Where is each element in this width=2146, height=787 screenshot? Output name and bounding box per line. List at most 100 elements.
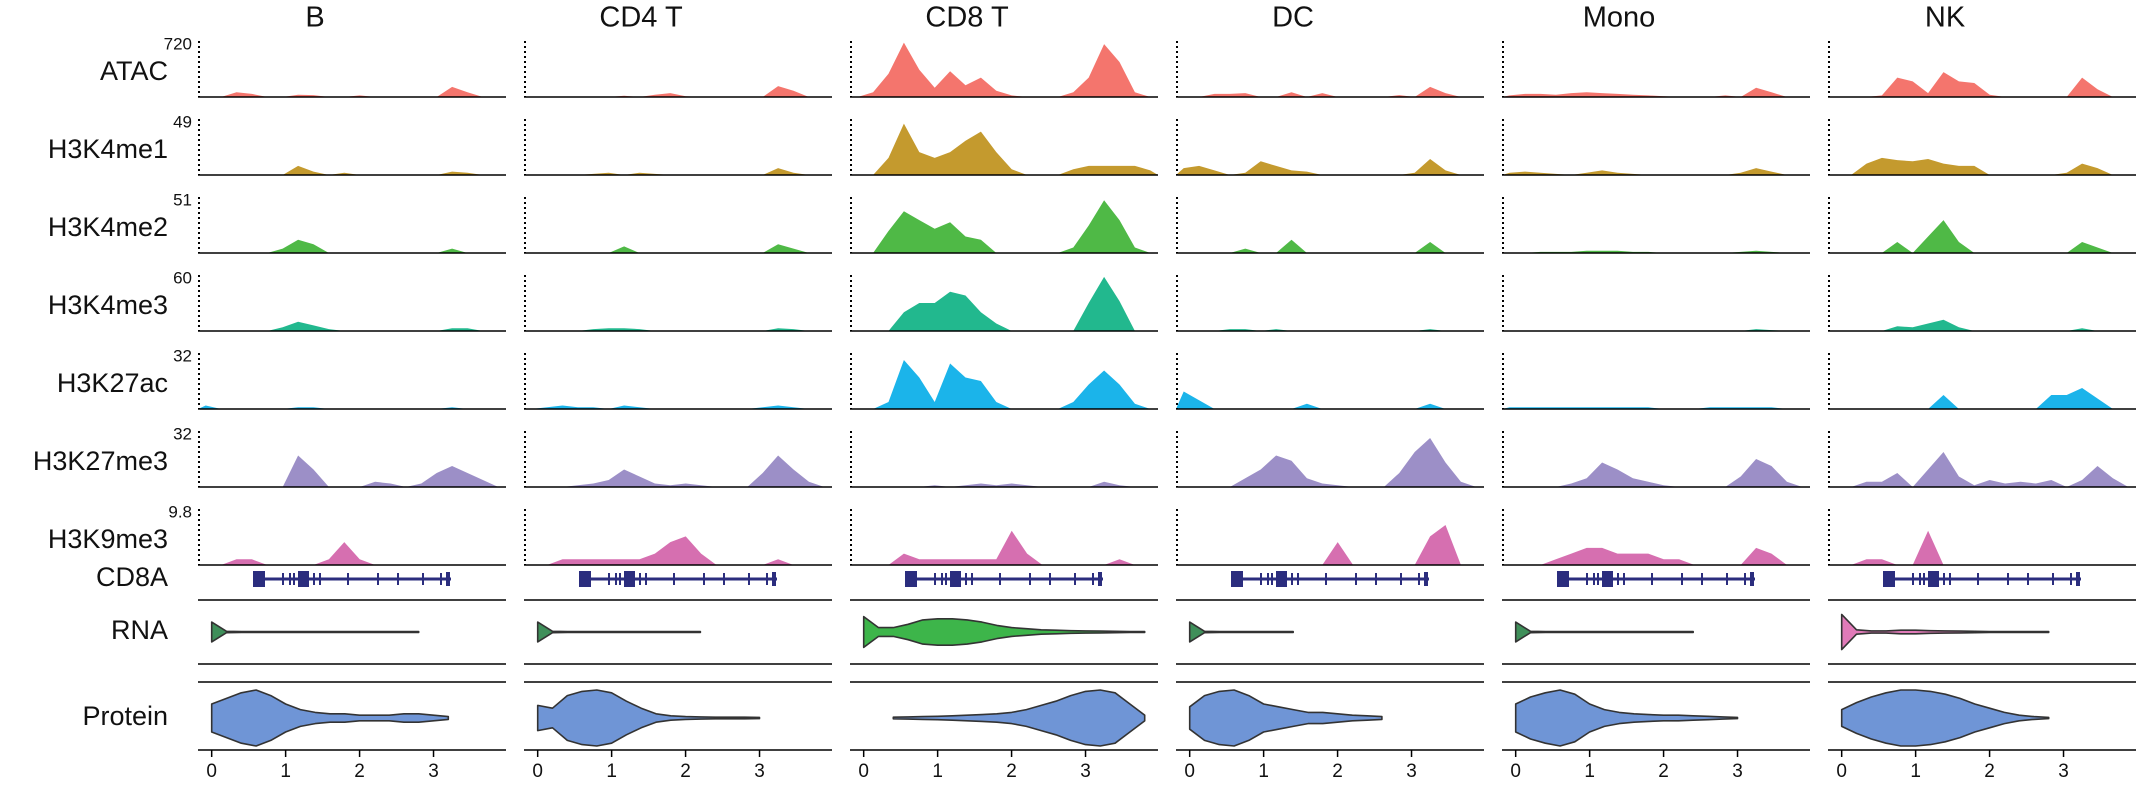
x-tick-label: 2 [354, 761, 365, 782]
violin-upper [210, 621, 420, 633]
x-tick-label: 2 [1332, 761, 1343, 782]
gene-exon [1098, 572, 1102, 586]
coverage-area [198, 239, 506, 253]
x-tick-label: 3 [1080, 761, 1091, 782]
coverage-area [850, 530, 1158, 565]
x-tick-label: 1 [932, 761, 943, 782]
coverage-area [850, 360, 1158, 409]
track-label: H3K27ac [57, 368, 168, 398]
x-tick-label: 3 [754, 761, 765, 782]
coverage-area [1502, 168, 1810, 175]
gene-exon [298, 571, 309, 587]
column-title: DC [1272, 2, 1314, 34]
track-label: H3K9me3 [48, 524, 168, 554]
track-max-label: 49 [173, 112, 192, 131]
gene-exon [624, 571, 635, 587]
coverage-area [524, 86, 832, 97]
violin-label: Protein [82, 701, 168, 731]
gene-exon [1276, 571, 1287, 587]
violin-upper [1840, 613, 2050, 633]
track-label: H3K4me2 [48, 212, 168, 242]
coverage-area [1176, 159, 1484, 175]
coverage-area [524, 455, 832, 487]
violin-lower [1514, 631, 1694, 643]
violin-lower [1188, 718, 1383, 747]
coverage-area [1502, 547, 1810, 565]
track-label: ATAC [100, 56, 168, 86]
x-tick-label: 1 [1258, 761, 1269, 782]
violin-lower [536, 631, 702, 643]
violin-lower [892, 718, 1146, 747]
x-tick-label: 1 [1910, 761, 1921, 782]
gene-exon [905, 571, 917, 587]
column-title: NK [1925, 2, 1966, 34]
coverage-area [1502, 87, 1810, 97]
gene-exon [1231, 571, 1243, 587]
gene-exon [253, 571, 265, 587]
gene-exon [2076, 572, 2080, 586]
track-label: H3K4me3 [48, 290, 168, 320]
coverage-area [1828, 157, 2136, 175]
gene-exon [1750, 572, 1754, 586]
coverage-area [1176, 438, 1484, 487]
violin-upper [1514, 689, 1739, 719]
track-max-label: 32 [173, 346, 192, 365]
track-max-label: 60 [173, 268, 192, 287]
gene-exon [579, 571, 591, 587]
x-tick-label: 1 [606, 761, 617, 782]
track-label: H3K27me3 [33, 446, 168, 476]
violin-upper [210, 689, 450, 718]
coverage-area [198, 321, 506, 331]
coverage-area [1828, 72, 2136, 97]
coverage-area [1176, 525, 1484, 565]
gene-exon [1424, 572, 1428, 586]
column-title: Mono [1583, 2, 1656, 34]
track-label: H3K4me1 [48, 134, 168, 164]
x-tick-label: 2 [1984, 761, 1995, 782]
gene-exon [446, 572, 450, 586]
violin-lower [862, 631, 1146, 649]
x-tick-label: 2 [1006, 761, 1017, 782]
violin-upper [536, 689, 761, 719]
coverage-area [1828, 220, 2136, 253]
coverage-area [198, 86, 506, 97]
coverage-area [1828, 319, 2136, 331]
coverage-area [1176, 239, 1484, 253]
x-tick-label: 3 [428, 761, 439, 782]
coverage-area [198, 455, 506, 487]
track-max-label: 720 [164, 34, 192, 53]
x-tick-label: 0 [532, 761, 543, 782]
coverage-area [1828, 530, 2136, 565]
coverage-area [198, 165, 506, 175]
violin-upper [892, 689, 1146, 718]
x-tick-label: 0 [858, 761, 869, 782]
track-max-label: 9.8 [168, 502, 192, 521]
violin-lower [210, 718, 450, 747]
track-max-label: 32 [173, 424, 192, 443]
coverage-area [850, 42, 1158, 97]
x-tick-label: 0 [1184, 761, 1195, 782]
x-tick-label: 3 [1732, 761, 1743, 782]
gene-exon [1602, 571, 1613, 587]
coverage-area [198, 542, 506, 565]
track-max-label: 51 [173, 190, 192, 209]
coverage-area [524, 536, 832, 565]
column-title: B [305, 2, 324, 34]
x-tick-label: 0 [206, 761, 217, 782]
column-title: CD4 T [599, 2, 683, 34]
violin-lower [210, 631, 420, 643]
gene-label: CD8A [96, 562, 168, 592]
violin-upper [536, 621, 702, 633]
violin-upper [862, 615, 1146, 633]
coverage-area [1828, 452, 2136, 487]
gene-exon [1557, 571, 1569, 587]
x-tick-label: 2 [680, 761, 691, 782]
x-tick-label: 1 [1584, 761, 1595, 782]
coverage-area [524, 244, 832, 253]
x-tick-label: 3 [2058, 761, 2069, 782]
gene-exon [950, 571, 961, 587]
violin-upper [1514, 621, 1694, 633]
coverage-area [850, 481, 1158, 487]
